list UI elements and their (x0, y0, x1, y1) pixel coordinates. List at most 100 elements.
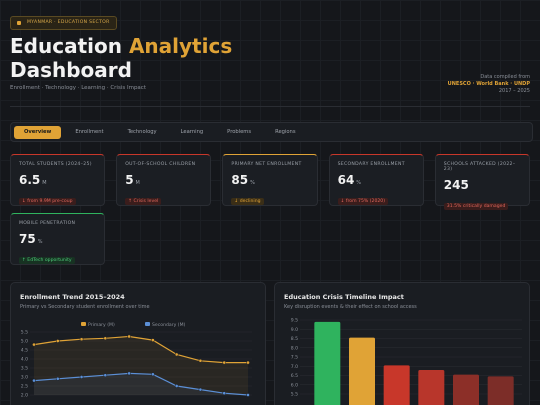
y-tick-label: 4.0 (21, 357, 28, 363)
kpi-number: 6.5 (19, 173, 41, 187)
kpi-label: PRIMARY NET ENROLLMENT (231, 162, 302, 167)
kpi-label: SECONDARY ENROLLMENT (337, 162, 405, 167)
y-tick-label: 9.5 (291, 318, 298, 324)
line-area (34, 373, 248, 395)
kpi-card: OUT-OF-SCHOOL CHILDREN 5 M ↑ Crisis level (116, 154, 212, 206)
kpi-value: 75% (19, 232, 96, 246)
kpi-note: ↑ EdTech opportunity (19, 257, 75, 264)
kpi-label: OUT-OF-SCHOOL CHILDREN (125, 162, 196, 167)
kpi-card: SCHOOLS ATTACKED (2022–23) 245 31.5% criti… (434, 154, 530, 210)
subtitle: Enrollment · Technology · Learning · Cri… (10, 85, 146, 91)
kpi-card: SECONDARY ENROLLMENT 64% ↓ from 75% (2020) (328, 154, 424, 206)
kpi-grid: TOTAL STUDENTS (2024–25) 6.5 M ↓ from 9.9M … (10, 154, 530, 265)
y-tick-label: 7.5 (291, 355, 298, 361)
tab[interactable]: Problems (227, 128, 252, 135)
line-point (246, 393, 250, 397)
bar (453, 374, 479, 405)
tab[interactable]: Regions (275, 128, 296, 135)
kpi-value: 6.5 M (19, 173, 96, 187)
kpi-value: 245 (444, 178, 521, 192)
line-point (151, 372, 155, 377)
line-point (198, 387, 203, 392)
line-point (127, 371, 131, 376)
line-point (151, 338, 155, 342)
legend-swatch (145, 322, 150, 326)
kpi-note: 31.5% critically damaged (443, 203, 509, 210)
line-point (198, 358, 203, 363)
bar (487, 376, 514, 405)
chart-panel: Enrollment Trend 2015–2024 Primary vs Se… (10, 282, 266, 405)
bar (418, 369, 445, 405)
legend-swatch (81, 322, 86, 326)
chart-title: Enrollment Trend 2015–2024 (20, 293, 125, 301)
y-tick-label: 6.5 (291, 373, 298, 379)
tab[interactable]: Enrollment (75, 128, 104, 135)
kpi-unit: M (42, 180, 47, 186)
kpi-number: 85 (231, 173, 249, 187)
kpi-note: ↓ declining (231, 198, 264, 205)
y-tick-label: 5.0 (21, 339, 28, 345)
y-tick-label: 3.0 (21, 375, 28, 381)
kpi-unit: M (135, 180, 140, 186)
line-point (55, 339, 60, 343)
y-tick-label: 8.5 (291, 336, 298, 342)
title-highlight: Analytics (128, 34, 233, 58)
chart-title: Education Crisis Timeline Impact (284, 293, 404, 301)
line-point (103, 336, 108, 341)
line-point (174, 384, 179, 388)
kpi-number: 64 (337, 173, 355, 187)
kpi-value: 85% (231, 173, 308, 187)
line-point (55, 376, 60, 381)
source-label: Data compiled from (480, 74, 530, 80)
kpi-label: MOBILE PENETRATION (19, 221, 76, 226)
y-tick-label: 4.5 (21, 348, 28, 354)
bar (314, 321, 341, 405)
kpi-card: MOBILE PENETRATION 75% ↑ EdTech opportunit… (10, 213, 106, 265)
bar (383, 365, 410, 405)
sector-badge: MYANMAR · EDUCATION SECTOR (10, 16, 117, 30)
y-tick-label: 2.0 (21, 393, 28, 399)
line-point (222, 360, 227, 365)
line-point (246, 360, 250, 365)
kpi-number: 5 (125, 173, 134, 187)
kpi-unit: % (356, 180, 362, 186)
period: 2017 – 2025 (498, 88, 530, 94)
title-start: Education (10, 34, 122, 58)
kpi-note: ↑ Crisis level (125, 198, 162, 205)
line-point (103, 373, 108, 378)
legend-label: Primary (M) (88, 322, 115, 328)
line-point (32, 378, 36, 383)
y-tick-label: 8.0 (291, 345, 298, 351)
kpi-label: SCHOOLS ATTACKED (2022–23) (443, 162, 516, 172)
kpi-note: ↓ from 9.9M pre-coup (19, 198, 76, 205)
line-point (222, 391, 227, 396)
kpi-unit: % (250, 180, 255, 186)
kpi-label: TOTAL STUDENTS (2024–25) (19, 162, 92, 167)
divider (10, 106, 530, 107)
tab-bar: Overview Enrollment Technology Learning Prob… (10, 122, 533, 142)
tab[interactable]: Technology (127, 128, 157, 135)
line-point (32, 342, 36, 347)
title-line-1: Education Analytics (10, 34, 232, 58)
kpi-card: PRIMARY NET ENROLLMENT 85% ↓ declining (222, 154, 318, 206)
kpi-card: TOTAL STUDENTS (2024–25) 6.5 M ↓ from 9.9M … (10, 154, 106, 206)
y-tick-label: 2.5 (21, 384, 28, 390)
y-tick-label: 3.5 (21, 366, 28, 372)
y-tick-label: 7.0 (291, 364, 298, 370)
chart-subtitle: Primary vs Secondary student enrollment … (20, 304, 150, 310)
tab[interactable]: Learning (180, 128, 204, 135)
sources: UNESCO · World Bank · UNDP (447, 81, 530, 87)
kpi-unit: % (37, 239, 43, 245)
kpi-note: ↓ from 75% (2020) (337, 198, 388, 205)
kpi-value: 64% (338, 173, 415, 187)
kpi-number: 75 (19, 232, 36, 246)
line-point (127, 334, 131, 339)
series-line (33, 335, 248, 364)
tab[interactable]: Overview (14, 125, 62, 139)
line-area (34, 336, 248, 395)
kpi-number: 245 (443, 178, 469, 192)
y-tick-label: 5.5 (21, 330, 28, 336)
line-point (174, 352, 179, 357)
